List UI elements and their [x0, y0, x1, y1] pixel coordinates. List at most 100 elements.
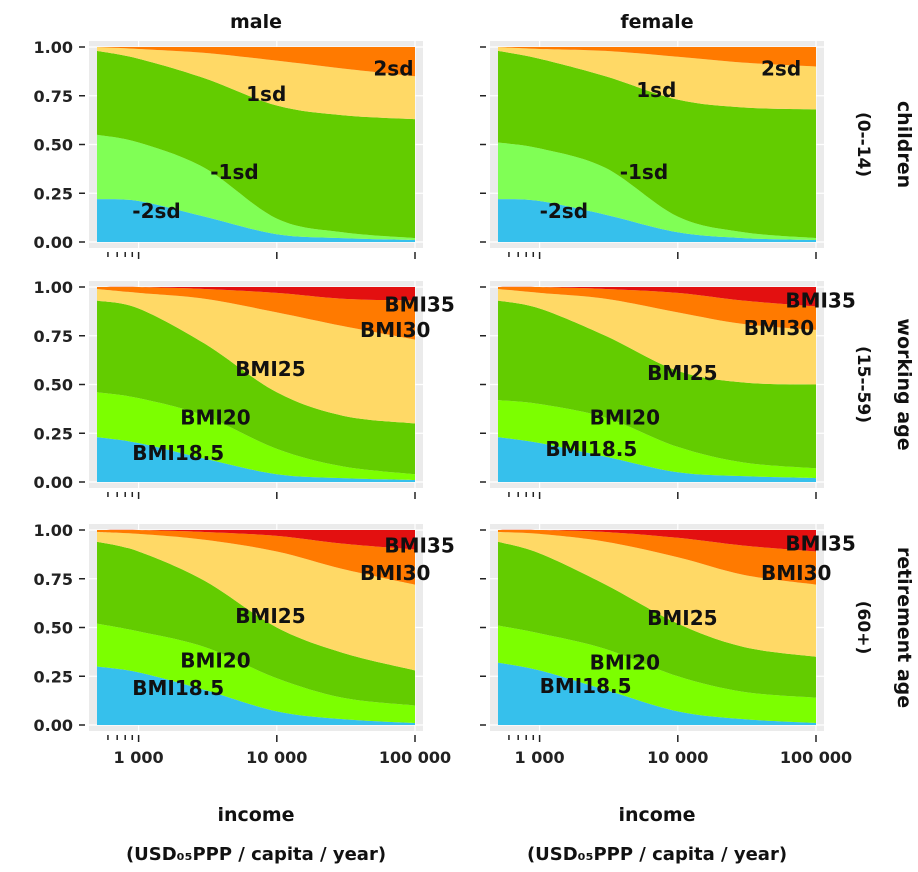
band-label: BMI25: [647, 361, 717, 385]
y-tick-label: 0.25: [34, 184, 73, 203]
x-tick-label: 100 000: [379, 748, 451, 767]
band-label: BMI18.5: [132, 676, 224, 700]
y-tick-label: 0.00: [34, 473, 73, 492]
area-band-BMI20: [97, 623, 415, 724]
area-band-BMI25: [97, 300, 415, 475]
band-label: -2sd: [132, 199, 180, 223]
band-label: BMI30: [360, 561, 430, 585]
band-label: -1sd: [210, 160, 258, 184]
band-label: BMI35: [384, 534, 454, 558]
x-tick-label: 10 000: [246, 748, 307, 767]
area-band-BMI25: [498, 300, 816, 469]
band-label: BMI20: [180, 406, 250, 430]
area-band--1sd: [498, 142, 816, 241]
band-label: BMI25: [235, 604, 305, 628]
band-label: 1sd: [246, 82, 286, 106]
row-strip-label: retirement age: [893, 547, 915, 708]
x-tick-label: 1 000: [114, 748, 164, 767]
row-strip-sublabel: (15--59): [853, 346, 873, 423]
band-label: BMI25: [235, 357, 305, 381]
area-band-1sd: [498, 50, 816, 239]
y-tick-label: 0.00: [34, 716, 73, 735]
row-strip-2: retirement age (60+): [853, 547, 915, 708]
band-label: BMI18.5: [545, 437, 637, 461]
row-strip-label: children: [893, 101, 915, 188]
band-label: BMI35: [785, 532, 855, 556]
area-band-BMI18.5: [97, 666, 415, 725]
band-label: BMI35: [384, 293, 454, 317]
area-band--1sd: [97, 134, 415, 241]
y-tick-label: 0.50: [34, 136, 73, 155]
y-tick-label: 0.50: [34, 376, 73, 395]
y-tick-label: 0.00: [34, 233, 73, 252]
row-strip-label: working age: [893, 318, 915, 450]
band-label: -1sd: [620, 160, 668, 184]
area-band-BMI30: [498, 531, 816, 657]
area-band-top: [97, 47, 415, 77]
x-axis-subtitle: (USD₀₅PPP / capita / year): [126, 844, 386, 865]
area-band-1sd: [97, 50, 415, 239]
y-tick-label: 1.00: [34, 38, 73, 57]
y-tick-label: 1.00: [34, 521, 73, 540]
x-tick-label: 1 000: [515, 748, 565, 767]
band-label: BMI20: [180, 649, 250, 673]
column-header-male: male: [230, 11, 282, 33]
y-tick-label: 0.25: [34, 424, 73, 443]
y-tick-label: 0.75: [34, 570, 73, 589]
area-band--2sd: [498, 199, 816, 242]
band-label: 2sd: [761, 56, 801, 80]
band-label: BMI20: [590, 651, 660, 675]
y-tick-label: 0.75: [34, 327, 73, 346]
area-band-BMI35: [498, 286, 816, 330]
x-axis-title: income: [618, 804, 695, 826]
area-band--2sd: [97, 199, 415, 242]
row-strip-1: working age (15--59): [853, 318, 915, 450]
area-band-BMI18.5: [498, 662, 816, 725]
band-label: 1sd: [636, 78, 676, 102]
band-label: 2sd: [373, 56, 413, 80]
panel-1-1: BMI18.5 BMI20 BMI25 BMI30 BMI35: [480, 281, 856, 499]
area-band-BMI35: [498, 529, 816, 585]
area-band-BMI35: [97, 286, 415, 340]
band-label: BMI30: [360, 318, 430, 342]
area-band-top: [97, 286, 415, 301]
area-band-2sd: [498, 47, 816, 110]
area-band-top: [97, 529, 415, 550]
area-band-BMI20: [498, 400, 816, 479]
row-strip-0: children (0--14): [853, 101, 915, 188]
area-band-BMI20: [498, 625, 816, 724]
area-band-BMI30: [498, 288, 816, 385]
area-band-BMI30: [97, 288, 415, 424]
area-band-top: [498, 47, 816, 67]
panel-0-0: -2sd -1sd 1sd 2sd 0.00 0.25 0.50 0.75 1.00: [34, 38, 423, 259]
y-tick-label: 1.00: [34, 278, 73, 297]
y-tick-label: 0.50: [34, 619, 73, 638]
area-band-2sd: [97, 47, 415, 120]
column-header-female: female: [620, 11, 693, 33]
band-label: BMI30: [761, 561, 831, 585]
band-label: -2sd: [540, 199, 588, 223]
x-axis-subtitle: (USD₀₅PPP / capita / year): [527, 844, 787, 865]
area-band-BMI20: [97, 392, 415, 481]
x-axis-title: income: [217, 804, 294, 826]
area-band-BMI25: [97, 541, 415, 706]
area-band-BMI18.5: [97, 437, 415, 482]
x-tick-label: 100 000: [780, 748, 852, 767]
area-band-BMI30: [97, 531, 415, 671]
area-band-top: [498, 286, 816, 307]
y-tick-label: 0.75: [34, 87, 73, 106]
x-tick-label: 10 000: [647, 748, 708, 767]
panel-2-0: BMI18.5 BMI20 BMI25 BMI30 BMI35 0.00 0.25 0.50 0…: [34, 521, 455, 767]
band-label: BMI35: [785, 289, 855, 313]
area-band-top: [498, 529, 816, 552]
row-strip-sublabel: (60+): [853, 601, 873, 654]
band-label: BMI20: [590, 406, 660, 430]
band-label: BMI30: [744, 316, 814, 340]
band-label: BMI18.5: [132, 441, 224, 465]
area-band-BMI25: [498, 541, 816, 698]
band-label: BMI25: [647, 606, 717, 630]
area-band-BMI18.5: [498, 437, 816, 482]
